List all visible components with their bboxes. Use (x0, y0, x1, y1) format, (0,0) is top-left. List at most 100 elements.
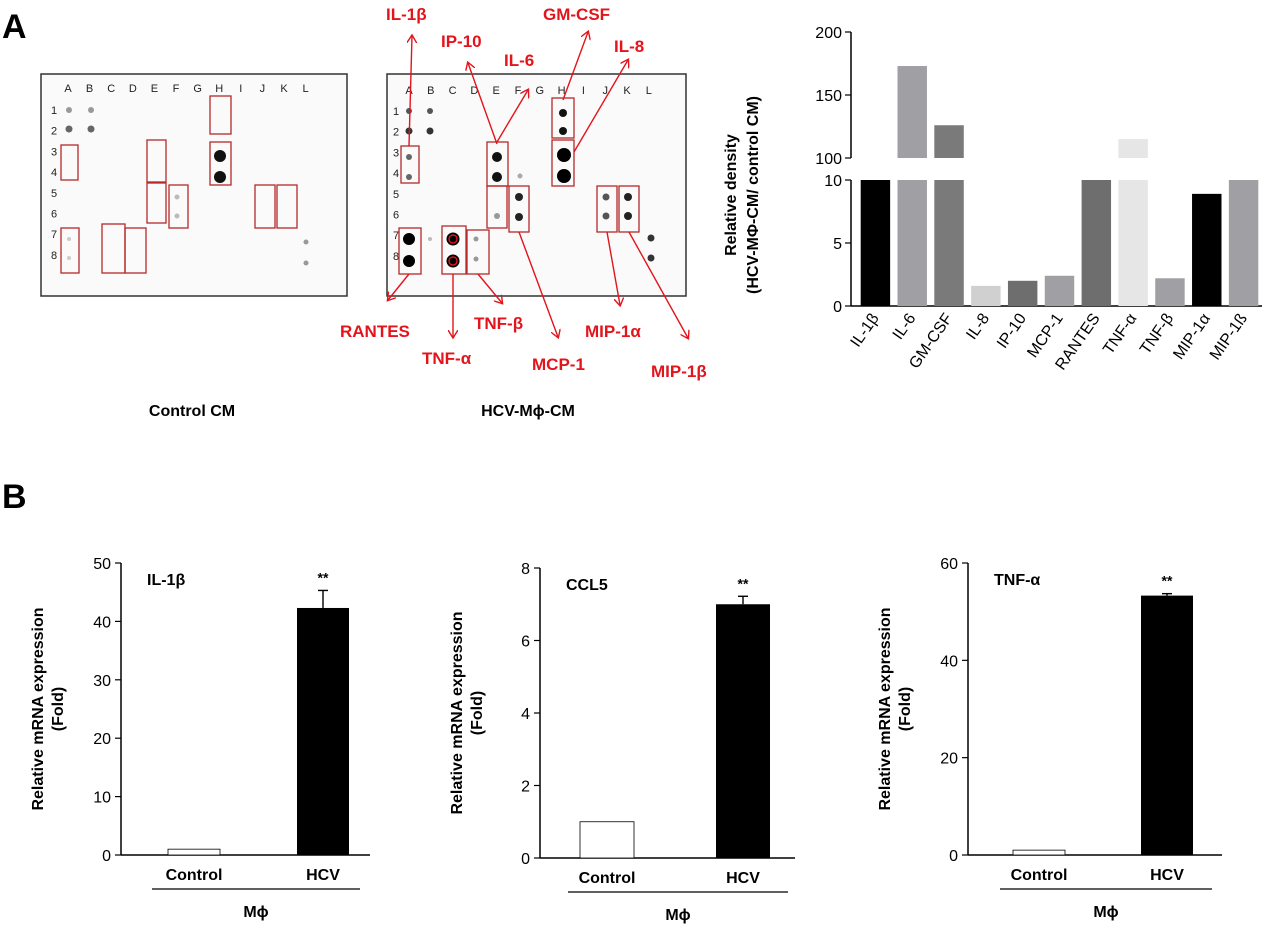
spot (428, 237, 432, 241)
category-label: Control (579, 870, 636, 887)
spot (624, 193, 632, 201)
y-tick-label: 40 (93, 614, 111, 631)
y-tick-label: 100 (815, 151, 842, 168)
mrna-ylabel-line1: Relative mRNA expression (877, 607, 894, 810)
spot (88, 107, 94, 113)
y-tick-label: 200 (815, 25, 842, 42)
mrna-bar (716, 604, 770, 858)
density-bar (1044, 275, 1075, 306)
control-array: A B C D E F G H I J K L 1 2 3 4 5 6 7 8 (40, 73, 348, 420)
mrna-bar (1141, 595, 1193, 855)
y-tick-label: 10 (93, 790, 111, 807)
relative-density-chart: Relative density (HCV-MΦ-CM/ control CM)… (723, 25, 1262, 373)
category-label: MIP-1ß (1207, 310, 1251, 363)
spot-highlight (448, 234, 458, 244)
box (551, 139, 575, 187)
label-mip1b: MIP-1β (651, 362, 707, 381)
hcv-caption: HCV-Mϕ-CM (481, 403, 575, 420)
row-number: 6 (51, 209, 57, 221)
control-caption: Control CM (149, 403, 235, 420)
column-letter: J (602, 85, 608, 97)
y-tick-label: 8 (521, 561, 530, 578)
density-upper-axis: 100 150 200 (815, 25, 852, 168)
tnfa-mrna-chart: Relative mRNA expression (Fold) 0 20 40 60 TNF… (877, 556, 1222, 921)
y-tick-label: 0 (833, 299, 842, 316)
spot (473, 236, 479, 242)
spot (515, 193, 523, 201)
density-bar-lower (897, 180, 927, 306)
row-number: 1 (51, 105, 57, 117)
spot (303, 260, 309, 266)
mrna-ylabel-line2: (Fold) (469, 691, 486, 735)
spot (517, 173, 523, 179)
spot (403, 233, 415, 245)
hcv-array-frame (386, 73, 687, 297)
annotation-arrows (388, 32, 688, 338)
significance-mark: ** (1162, 573, 1173, 589)
arrow-il8 (573, 60, 628, 153)
y-tick-label: 150 (815, 88, 842, 105)
spot (214, 171, 226, 183)
arrow-ip10 (468, 63, 498, 145)
spot (473, 256, 479, 262)
spot (214, 150, 226, 162)
column-letter: E (493, 85, 500, 97)
spot (557, 169, 571, 183)
control-spots (65, 107, 309, 266)
arrow-mcp1 (518, 231, 558, 337)
mrna-bar (167, 848, 221, 856)
label-gmcsf: GM-CSF (543, 5, 610, 24)
row-number: 2 (393, 127, 399, 139)
label-il6: IL-6 (504, 51, 534, 70)
row-number: 7 (51, 229, 57, 241)
spot (559, 127, 567, 135)
spot (427, 108, 433, 114)
arrow-mip1a (606, 231, 620, 305)
arrow-il6 (496, 90, 528, 143)
category-label: Control (1011, 867, 1068, 884)
group-label: Mϕ (665, 907, 690, 924)
column-letter: C (107, 83, 115, 95)
row-number: 7 (393, 230, 399, 242)
y-tick-label: 20 (93, 731, 111, 748)
mrna-chart-title: TNF-α (994, 572, 1040, 589)
spot (66, 107, 72, 113)
spot (602, 212, 610, 220)
box (209, 141, 232, 186)
y-tick-label: 5 (833, 236, 842, 253)
category-label: Control (166, 867, 223, 884)
density-category-labels: IL-1β IL-6GM-CSF IL-8 IP-10MCP-1RANTESTNF-α… (848, 310, 1251, 373)
y-tick-label: 40 (940, 653, 958, 670)
spot (647, 254, 655, 262)
y-tick-label: 0 (949, 848, 958, 865)
row-number: 2 (51, 126, 57, 138)
y-tick-label: 30 (93, 673, 111, 690)
box (146, 139, 167, 183)
category-label: TNF-α (1100, 311, 1140, 358)
column-letter: A (64, 83, 72, 95)
spot-highlight (448, 256, 458, 266)
mrna-ylabel-line1: Relative mRNA expression (449, 611, 466, 814)
spot (492, 152, 502, 162)
mrna-ylabel-line2: (Fold) (50, 687, 67, 731)
box (400, 145, 420, 184)
mrna-chart-title: IL-1β (147, 572, 185, 589)
label-tnfb: TNF-β (474, 314, 523, 333)
box (441, 225, 467, 275)
mrna-ylabel-line2: (Fold) (897, 687, 914, 731)
density-ylabel-line1: Relative density (723, 134, 740, 256)
arrow-rantes (388, 273, 410, 300)
row-number: 4 (51, 167, 57, 179)
y-tick-label: 4 (521, 706, 530, 723)
row-number: 5 (51, 188, 57, 200)
control-row-numbers: 1 2 3 4 5 6 7 8 (51, 105, 57, 262)
arrow-gmcsf (562, 32, 588, 101)
column-letter: D (129, 83, 137, 95)
y-tick-label: 2 (521, 779, 530, 796)
box (146, 182, 167, 224)
density-bar-upper (1118, 139, 1148, 158)
box (209, 95, 232, 135)
column-letter: F (515, 85, 522, 97)
y-tick-label: 0 (521, 851, 530, 868)
y-tick-label: 6 (521, 634, 530, 651)
